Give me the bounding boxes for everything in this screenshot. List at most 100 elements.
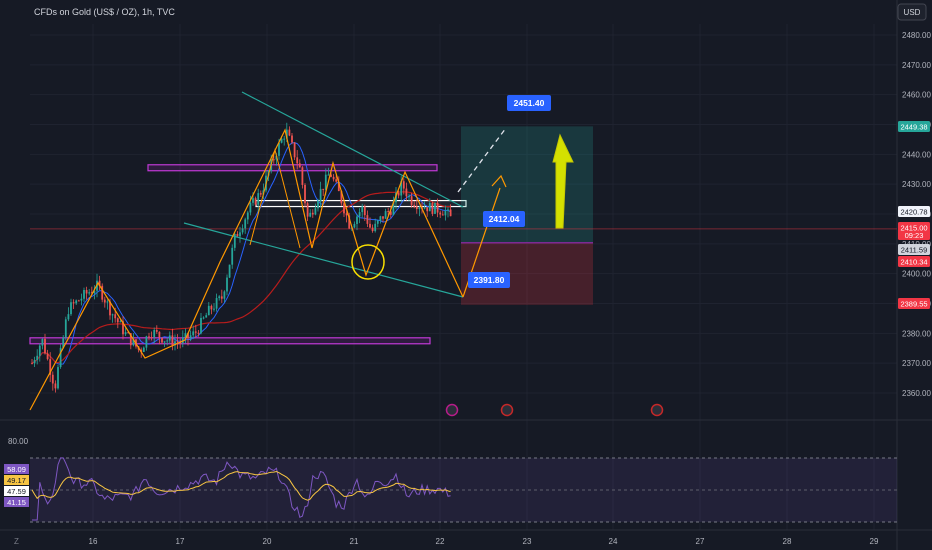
candle-body [114, 314, 117, 319]
time-tick-label: 29 [870, 537, 879, 546]
candle-body [356, 216, 358, 224]
candle-body [345, 213, 348, 216]
price-callout [507, 95, 551, 111]
candle-body [111, 314, 114, 316]
candle-body [62, 337, 65, 348]
symbol-title: CFDs on Gold (US$ / OZ), 1h, TVC [34, 7, 175, 17]
candle-body [187, 333, 189, 339]
candle-body [241, 228, 244, 233]
price-tag-label: 2411.59 [901, 246, 928, 255]
candle-body [220, 296, 223, 299]
price-tick-label: 2480.00 [902, 31, 931, 40]
candle-body [311, 212, 314, 215]
candle-body [314, 208, 317, 215]
candle-body [145, 336, 148, 348]
candle-body [405, 188, 408, 197]
time-tick-label: 21 [350, 537, 359, 546]
projection-arrowhead [491, 174, 507, 188]
candle-body [280, 138, 283, 143]
time-tick-label: 28 [783, 537, 792, 546]
candle-body [88, 292, 91, 294]
candle-body [59, 347, 62, 368]
candle-body [275, 155, 278, 160]
price-tag [898, 244, 930, 255]
candle-body [392, 202, 395, 215]
candle-body [343, 203, 345, 214]
candle-body [322, 188, 325, 190]
time-tick-label: 22 [436, 537, 445, 546]
candle-body [155, 330, 158, 332]
candle-body [244, 219, 247, 229]
candle-body [150, 337, 153, 339]
candle-body [395, 192, 397, 203]
candle-body [75, 300, 78, 304]
candle-body [54, 383, 57, 389]
candle-body [174, 341, 176, 346]
candle-body [46, 353, 49, 360]
candle-body [101, 285, 104, 300]
price-tag [898, 256, 930, 267]
channel-lower-line [183, 222, 464, 298]
rsi-value-tag [4, 497, 29, 507]
candle-body [254, 198, 257, 205]
profit-zone [461, 126, 593, 243]
candle-body [317, 201, 319, 209]
price-callout [468, 272, 510, 288]
timezone-icon: Z [14, 537, 19, 546]
candle-body [249, 202, 252, 213]
candle-body [215, 298, 218, 309]
zigzag-line [29, 128, 464, 411]
time-tick-label: 24 [609, 537, 618, 546]
candle-body [418, 207, 421, 210]
candlesticks [31, 122, 452, 393]
candle-body [428, 203, 431, 212]
candle-body [85, 289, 88, 294]
candle-body [200, 317, 202, 334]
event-icon [650, 403, 664, 417]
candle-body [226, 277, 228, 292]
candle-body [41, 338, 44, 346]
dashed-target-line [457, 127, 507, 193]
candle-body [252, 198, 254, 203]
candle-body [431, 203, 434, 214]
candle-body [449, 209, 452, 217]
candle-body [129, 333, 132, 346]
time-axis: 16 17 20 21 22 23 24 27 28 29 Z [14, 537, 879, 546]
price-tag [898, 206, 930, 217]
price-tick-label: 2370.00 [902, 359, 931, 368]
candle-body [353, 223, 356, 228]
candle-body [90, 292, 93, 294]
price-tag-label: 2415.00 [900, 224, 927, 233]
price-tick-label: 2380.00 [902, 329, 931, 338]
candle-body [77, 300, 80, 302]
candle-body [106, 301, 109, 303]
rsi-ma-line [31, 470, 451, 501]
price-tag-label: 2449.38 [900, 123, 927, 132]
candle-body [439, 212, 442, 215]
candle-body [288, 129, 291, 136]
candle-body [397, 192, 400, 196]
candle-body [176, 341, 179, 343]
candle-body [166, 340, 169, 342]
candle-body [358, 212, 361, 217]
candle-body [148, 336, 150, 338]
candle-body [205, 315, 208, 318]
candle-body [366, 215, 369, 224]
candle-body [132, 339, 135, 346]
rsi-panel: 80.00 58.09 49.17 47.59 41.15 [4, 437, 897, 523]
candle-body [57, 367, 59, 389]
candle-body [213, 308, 215, 310]
candle-body [304, 184, 306, 204]
candle-body [382, 216, 384, 219]
price-axis: 2360.002370.002380.002390.002400.002410.… [898, 31, 931, 398]
candle-body [239, 232, 241, 237]
candle-body [202, 317, 205, 319]
countdown-label: 09:23 [905, 231, 924, 240]
candle-body [122, 321, 124, 335]
candle-body [436, 202, 439, 213]
price-tag [898, 222, 930, 240]
candle-body [153, 330, 156, 338]
currency-button[interactable] [897, 3, 927, 21]
candle-body [83, 289, 85, 299]
